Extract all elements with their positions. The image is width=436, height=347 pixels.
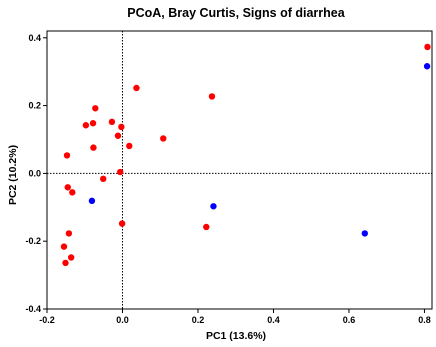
data-point — [64, 184, 71, 191]
y-tick-label: -0.4 — [25, 304, 41, 314]
y-tick-label: -0.2 — [25, 236, 41, 246]
data-point — [69, 189, 76, 196]
data-point — [208, 93, 216, 100]
x-tick-label: -0.2 — [39, 315, 55, 325]
data-point — [63, 152, 71, 159]
data-point — [67, 254, 75, 261]
x-tick-label: 0.8 — [418, 315, 431, 325]
data-point — [88, 197, 96, 205]
x-axis-label: PC1 (13.6%) — [206, 330, 266, 342]
data-point — [203, 223, 210, 231]
data-point — [62, 259, 69, 267]
data-point — [424, 43, 431, 51]
y-tick-label: 0.0 — [28, 168, 41, 178]
data-point — [361, 230, 369, 237]
data-point — [114, 132, 122, 139]
chart-title: PCoA, Bray Curtis, Signs of diarrhea — [127, 6, 345, 20]
data-point — [65, 230, 73, 237]
data-point — [108, 118, 116, 126]
x-tick-label: 0.4 — [267, 315, 280, 325]
plot-area: -0.2 0.0 0.2 0.4 0.6 0.8-0.4-0.20.00.20.4 — [25, 30, 433, 325]
data-point — [160, 135, 167, 142]
data-point — [82, 122, 90, 129]
data-point — [90, 144, 97, 151]
x-tick-label: 0.2 — [192, 315, 205, 325]
data-point — [133, 84, 140, 92]
data-point — [118, 123, 125, 131]
plot-frame — [46, 30, 433, 310]
data-point — [118, 220, 126, 227]
data-point — [423, 63, 431, 70]
data-point — [60, 243, 68, 250]
data-point — [210, 203, 217, 210]
data-point — [100, 175, 107, 183]
data-point — [92, 105, 99, 112]
y-tick-label: 0.4 — [28, 33, 41, 43]
data-point — [89, 120, 97, 127]
x-tick-label: 0.6 — [343, 315, 356, 325]
y-tick-label: 0.2 — [28, 101, 41, 111]
x-tick-label: 0.0 — [116, 315, 129, 325]
data-point — [126, 142, 133, 150]
y-axis-label: PC2 (10.2%) — [7, 145, 19, 205]
data-point — [117, 168, 124, 176]
